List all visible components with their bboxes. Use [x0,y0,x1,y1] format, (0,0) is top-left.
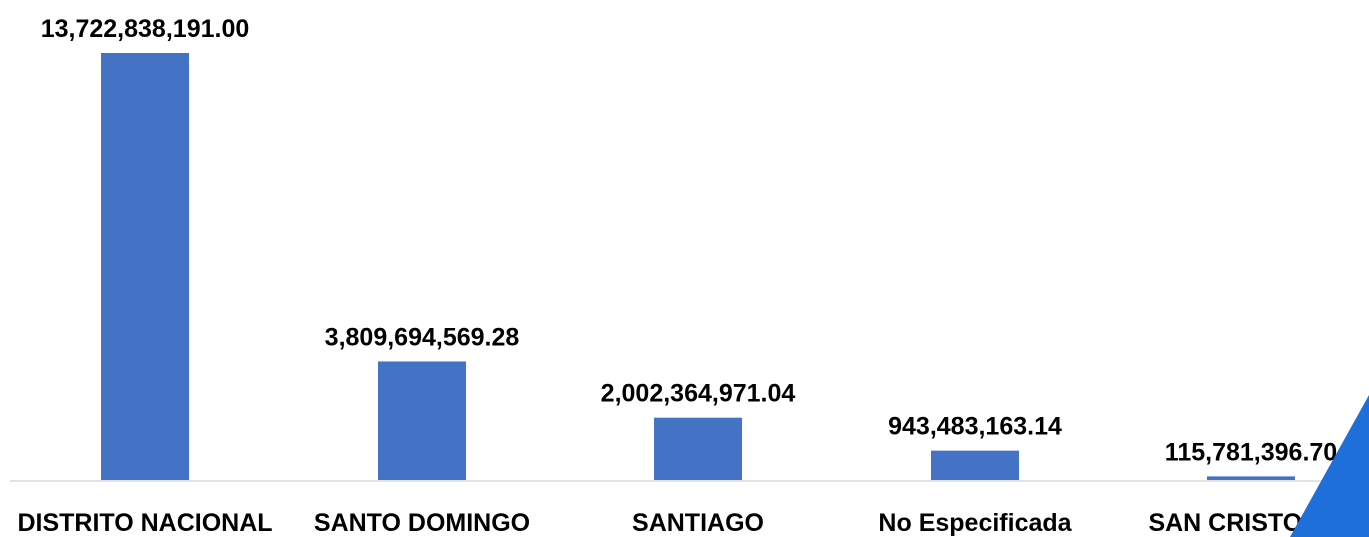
value-label-1: 3,809,694,569.28 [325,323,520,351]
value-label-2: 2,002,364,971.04 [601,380,796,408]
value-label-4: 115,781,396.70 [1165,438,1337,466]
bar-4 [1207,476,1295,480]
category-labels-group: DISTRITO NACIONAL SANTO DOMINGO SANTIAGO No… [17,509,1353,537]
category-label-2: SANTIAGO [632,509,764,537]
value-label-0: 13,722,838,191.00 [41,15,250,43]
category-label-1: SANTO DOMINGO [314,509,530,537]
bars-group [101,53,1295,480]
value-labels-group: 13,722,838,191.00 3,809,694,569.28 2,002,3… [41,15,1337,466]
bar-2 [654,417,742,480]
corner-accent-shape [1290,395,1369,537]
bar-0 [101,53,189,480]
value-label-3: 943,483,163.14 [888,413,1062,441]
category-label-0: DISTRITO NACIONAL [17,509,272,537]
bar-1 [378,361,466,480]
category-label-3: No Especificada [878,509,1072,537]
bar-3 [931,450,1019,480]
